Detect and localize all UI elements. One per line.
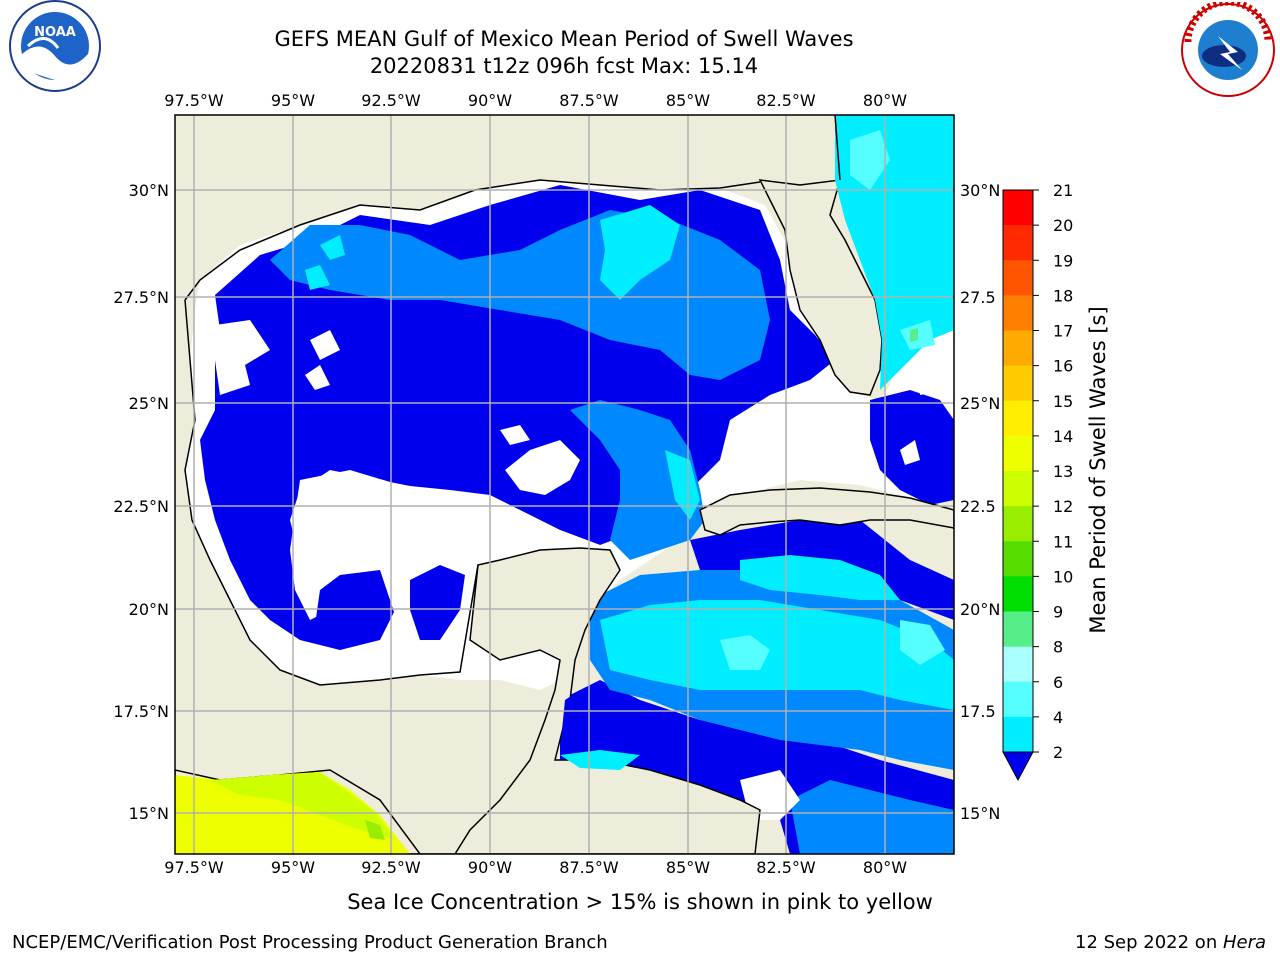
lon-tick: 92.5°W — [361, 858, 421, 877]
colorbar-tick-label: 17 — [1053, 322, 1073, 341]
lat-tick: 25°N — [960, 394, 1000, 413]
florida-land — [758, 179, 883, 396]
swell-band-2-4 — [560, 520, 954, 854]
colorbar-segment — [1003, 471, 1033, 507]
colorbar-segment — [1003, 681, 1033, 718]
lon-tick: 90°W — [468, 858, 512, 877]
colorbar-segment — [1003, 330, 1033, 367]
sea-ice-note: Sea Ice Concentration > 15% is shown in … — [347, 890, 933, 914]
lon-tick: 87.5°W — [559, 91, 619, 110]
swell-band-6-8 — [305, 205, 680, 300]
lon-tick: 97.5°W — [164, 91, 224, 110]
cuba-land — [699, 487, 954, 536]
colorbar-tick-label: 13 — [1053, 462, 1073, 481]
colorbar-tick-label: 4 — [1053, 708, 1063, 727]
lat-tick: 17.5°N — [113, 702, 169, 721]
noaa-logo-icon: NOAA — [9, 0, 101, 92]
colorbar-segment — [1003, 295, 1033, 331]
lat-tick: 30°N — [960, 181, 1000, 200]
colorbar-extend-arrow — [1002, 751, 1034, 782]
lat-tick: 15°N — [960, 804, 1000, 823]
lon-tick: 92.5°W — [361, 91, 421, 110]
lat-tick: 17.5 — [960, 702, 996, 721]
lon-tick: 82.5°W — [756, 91, 816, 110]
right-lat-ticks: 30°N 27.5 25°N 22.5 20°N 17.5 15°N — [960, 181, 1000, 823]
lon-tick: 80°W — [863, 858, 907, 877]
lat-tick: 22.5 — [960, 497, 996, 516]
colorbar-tick-label: 2 — [1053, 743, 1063, 762]
lon-tick: 85°W — [666, 858, 710, 877]
bottom-lon-ticks: 97.5°W 95°W 92.5°W 90°W 87.5°W 85°W 82.5… — [164, 858, 907, 877]
colorbar-tick-label: 6 — [1053, 673, 1063, 692]
colorbar-tick-label: 10 — [1053, 567, 1073, 586]
colorbar-tick-label: 11 — [1053, 532, 1073, 551]
swell-band-6-8 — [560, 750, 640, 770]
masked-area — [900, 360, 945, 465]
colorbar-tick-label: 20 — [1053, 216, 1073, 235]
colorbar-tick-label: 18 — [1053, 286, 1073, 305]
colorbar-tick-label: 8 — [1053, 638, 1063, 657]
lon-tick: 90°W — [468, 91, 512, 110]
colorbar-segment — [1003, 190, 1033, 226]
lon-tick: 95°W — [271, 858, 315, 877]
lon-tick: 87.5°W — [559, 858, 619, 877]
colorbar-segment — [1003, 400, 1033, 437]
colorbar-segment — [1003, 541, 1033, 577]
date-text: 12 Sep 2022 on — [1075, 932, 1223, 953]
lat-tick: 20°N — [960, 600, 1000, 619]
colorbar-segment — [1003, 716, 1033, 753]
left-lat-ticks: 30°N 27.5°N 25°N 22.5°N 20°N 17.5°N 15°N — [113, 181, 169, 823]
lon-tick: 97.5°W — [164, 858, 224, 877]
lat-tick: 30°N — [129, 181, 169, 200]
lat-tick: 22.5°N — [113, 497, 169, 516]
svg-text:NOAA: NOAA — [34, 25, 76, 40]
colorbar-tick-label: 9 — [1053, 603, 1063, 622]
colorbar-segment — [1003, 611, 1033, 648]
colorbar-tick-label: 21 — [1053, 181, 1073, 200]
colorbar-segment — [1003, 260, 1033, 296]
graticule — [175, 115, 954, 854]
colorbar-tick-label: 16 — [1053, 357, 1073, 376]
lat-tick: 27.5°N — [113, 288, 169, 307]
swell-band-4-6 — [570, 400, 705, 560]
lon-tick: 80°W — [863, 91, 907, 110]
swell-band-2-4 — [560, 690, 600, 760]
nws-logo-icon — [1181, 2, 1275, 97]
swell-band-11-12 — [365, 820, 385, 840]
swell-band-6-8 — [665, 450, 700, 520]
lon-tick: 85°W — [666, 91, 710, 110]
date-stamp: 12 Sep 2022 on Hera — [1075, 932, 1266, 953]
map-title: GEFS MEAN Gulf of Mexico Mean Period of … — [274, 27, 854, 51]
lon-tick: 82.5°W — [756, 858, 816, 877]
colorbar-segment — [1003, 506, 1033, 542]
colorbar-tick-label: 14 — [1053, 427, 1073, 446]
lat-tick: 15°N — [129, 804, 169, 823]
colorbar-segment — [1003, 225, 1033, 261]
colorbar-segment — [1003, 576, 1033, 612]
colorbar-tick-label: 15 — [1053, 392, 1073, 411]
colorbar-segment — [1003, 435, 1033, 472]
lat-tick: 20°N — [129, 600, 169, 619]
swell-band-2-4 — [315, 565, 465, 645]
map-area — [175, 115, 954, 854]
colorbar-tick-label: 12 — [1053, 497, 1073, 516]
machine-name: Hera — [1222, 932, 1266, 953]
swell-band-9-10 — [910, 328, 918, 342]
swell-band-8-9 — [720, 620, 945, 670]
colorbar-label: Mean Period of Swell Waves [s] — [1086, 306, 1110, 633]
map-frame — [174, 114, 955, 855]
colorbar-segment — [1003, 646, 1033, 683]
lat-tick: 25°N — [129, 394, 169, 413]
swell-band-8-9 — [850, 130, 935, 350]
swell-band-12-13 — [210, 773, 395, 840]
colorbar: 21 20 19 18 17 16 15 14 13 12 11 10 9 8 6 4 2 — [1002, 181, 1073, 782]
lon-tick: 95°W — [271, 91, 315, 110]
map-subtitle: 20220831 t12z 096h fcst Max: 15.14 — [369, 54, 759, 78]
credit-text: NCEP/EMC/Verification Post Processing Pr… — [12, 932, 608, 953]
lat-tick: 27.5 — [960, 288, 996, 307]
colorbar-segment — [1003, 365, 1033, 402]
top-lon-ticks: 97.5°W 95°W 92.5°W 90°W 87.5°W 85°W 82.5… — [164, 91, 907, 110]
colorbar-tick-label: 19 — [1053, 251, 1073, 270]
